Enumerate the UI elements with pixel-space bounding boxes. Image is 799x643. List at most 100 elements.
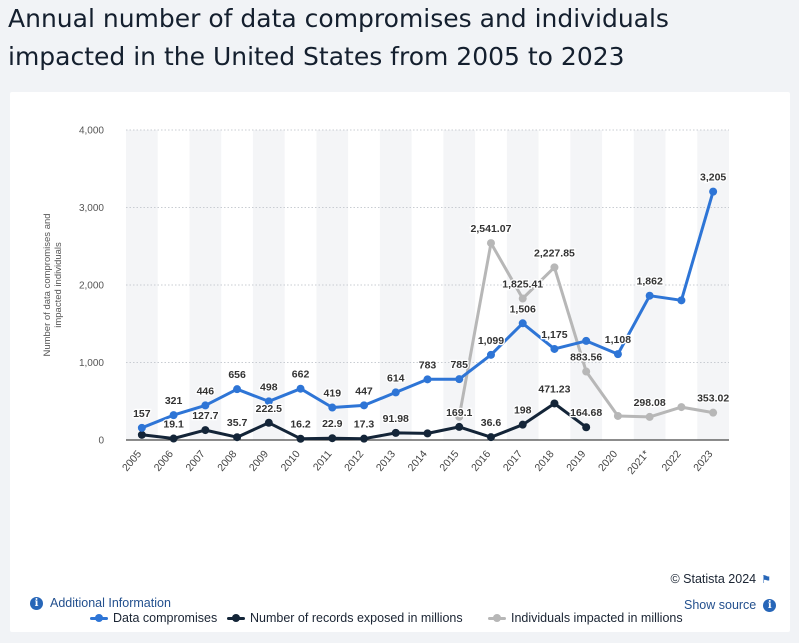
x-tick-label: 2011	[311, 448, 335, 473]
data-point-records	[423, 429, 432, 438]
data-point-records	[518, 420, 527, 429]
legend-label: Individuals impacted in millions	[511, 611, 683, 625]
x-tick-label: 2021*	[625, 448, 652, 477]
y-tick-label: 2,000	[79, 281, 104, 292]
data-label: 17.3	[354, 419, 375, 431]
data-point-records	[550, 399, 559, 408]
y-tick-label: 3,000	[79, 203, 104, 214]
data-label: 446	[197, 385, 215, 397]
data-point-compromises	[360, 401, 369, 410]
data-label: 321	[165, 395, 183, 407]
data-label: 785	[450, 359, 468, 371]
chart-card: 0 1,000 2,000 3,000 4,000 Number of data comp…	[10, 92, 790, 632]
data-point-compromises	[613, 350, 622, 359]
x-tick-label: 2018	[533, 448, 557, 474]
data-label: 222.5	[256, 403, 282, 415]
data-point-records	[296, 434, 305, 443]
data-point-compromises	[582, 336, 591, 345]
additional-information-link[interactable]: i Additional Information	[30, 596, 171, 610]
data-point-individuals	[677, 403, 686, 412]
chart-legend: Data compromises Number of records expos…	[90, 611, 790, 631]
data-point-records	[391, 428, 400, 437]
data-label: 614	[387, 372, 405, 384]
data-point-compromises	[233, 385, 242, 394]
data-point-compromises	[455, 375, 464, 384]
data-point-records	[582, 423, 591, 432]
x-tick-label: 2009	[247, 448, 271, 474]
data-label: 198	[514, 405, 532, 417]
data-label: 1,862	[637, 276, 663, 288]
data-label: 2,541.07	[471, 223, 512, 235]
x-tick-label: 2010	[279, 448, 303, 474]
data-label: 3,205	[700, 172, 726, 184]
data-label: 353.02	[697, 393, 729, 405]
data-label: 127.7	[192, 410, 218, 422]
data-label: 883.56	[570, 352, 602, 364]
additional-information-label: Additional Information	[50, 596, 171, 610]
y-tick-label: 1,000	[79, 358, 104, 369]
data-point-records	[486, 433, 495, 442]
data-label: 157	[133, 408, 151, 420]
y-tick-label: 4,000	[79, 126, 104, 137]
statista-credit[interactable]: © Statista 2024 ⚑	[670, 572, 771, 586]
show-source-label: Show source	[684, 598, 757, 612]
data-point-individuals	[645, 412, 654, 421]
data-point-records	[233, 433, 242, 442]
column-stripe	[316, 130, 349, 440]
legend-item-compromises[interactable]: Data compromises	[90, 611, 217, 625]
line-chart: 0 1,000 2,000 3,000 4,000 Number of data comp…	[42, 126, 731, 477]
data-point-individuals	[582, 367, 591, 376]
data-label: 447	[355, 385, 373, 397]
info-icon: i	[30, 596, 43, 610]
data-point-records	[201, 426, 210, 435]
data-point-individuals	[550, 263, 559, 272]
data-point-individuals	[486, 239, 495, 248]
data-point-compromises	[296, 384, 305, 393]
y-axis-title: Number of data compromises andimpacted i…	[42, 213, 64, 356]
data-label: 22.9	[322, 418, 343, 430]
info-icon: i	[763, 598, 777, 612]
legend-item-individuals[interactable]: Individuals impacted in millions	[488, 611, 683, 625]
data-label: 419	[324, 388, 342, 400]
data-point-individuals	[709, 408, 718, 417]
data-point-compromises	[423, 375, 432, 384]
x-tick-label: 2019	[564, 448, 588, 474]
legend-item-records[interactable]: Number of records exposed in millions	[227, 611, 463, 625]
data-label: 35.7	[227, 417, 248, 429]
data-point-compromises	[328, 403, 337, 412]
x-tick-label: 2023	[691, 448, 715, 474]
data-point-records	[169, 434, 178, 443]
column-stripe	[252, 130, 285, 440]
data-label: 1,099	[478, 335, 504, 347]
show-source-link[interactable]: Show source i	[684, 598, 777, 612]
data-label: 656	[228, 369, 246, 381]
data-point-compromises	[169, 411, 178, 420]
data-point-compromises	[645, 291, 654, 300]
x-tick-label: 2017	[501, 448, 525, 474]
legend-label: Data compromises	[113, 611, 218, 625]
data-point-individuals	[613, 411, 622, 420]
x-tick-label: 2008	[215, 448, 239, 474]
data-label: 498	[260, 381, 278, 393]
data-label: 19.1	[163, 419, 184, 431]
data-point-compromises	[486, 350, 495, 359]
data-point-records	[455, 422, 464, 431]
chart-title: Annual number of data compromises and in…	[8, 4, 669, 71]
x-tick-label: 2015	[437, 448, 461, 474]
x-tick-label: 2014	[406, 448, 430, 474]
data-label: 36.6	[481, 417, 502, 429]
data-point-records	[360, 434, 369, 443]
data-point-records	[137, 430, 146, 439]
column-stripe	[189, 130, 222, 440]
x-tick-label: 2012	[342, 448, 366, 474]
data-label: 1,825.41	[502, 279, 543, 291]
data-point-records	[328, 434, 337, 443]
data-label: 1,175	[541, 329, 567, 341]
legend-marker	[488, 613, 506, 623]
data-label: 2,227.85	[534, 247, 575, 259]
x-tick-label: 2005	[120, 448, 144, 474]
x-tick-label: 2007	[183, 448, 207, 474]
data-label: 16.2	[290, 419, 311, 431]
data-point-compromises	[137, 423, 146, 432]
series-line-compromises	[140, 190, 715, 430]
